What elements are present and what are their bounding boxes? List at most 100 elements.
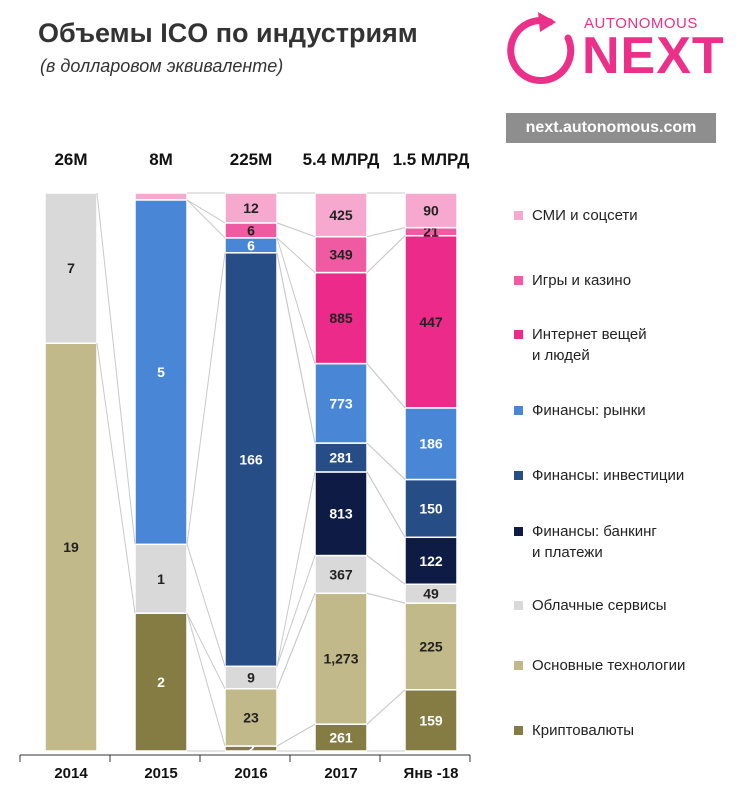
legend-item: Интернет вещей и людей [514, 324, 732, 366]
bar-segment [314, 471, 368, 557]
bar-segment [404, 689, 458, 752]
connector-line [186, 544, 226, 667]
connector-line [366, 442, 406, 480]
data-label: 90 [423, 202, 439, 218]
bar-segment [224, 252, 278, 668]
circular-arrow-icon [507, 12, 575, 85]
legend-item: Основные технологии [514, 655, 732, 676]
data-label: 281 [329, 450, 353, 466]
data-label: 7 [67, 260, 75, 276]
x-tick-label: Янв -18 [404, 765, 459, 782]
connector-line [276, 471, 316, 667]
data-label: 122 [419, 553, 443, 569]
legend-label: СМИ и соцсети [532, 207, 638, 224]
bar-segment [314, 362, 368, 444]
legend-swatch [514, 276, 523, 285]
connector-line [186, 199, 226, 239]
connector-line [276, 593, 316, 689]
data-label: 19 [63, 539, 79, 555]
bar-segment [404, 407, 458, 481]
connector-line [276, 237, 316, 273]
bar-segment [44, 342, 98, 752]
connector-line [96, 192, 136, 545]
data-label: 5 [157, 364, 165, 380]
bar-segment [404, 192, 458, 229]
legend-swatch [514, 527, 523, 536]
data-label: 447 [419, 314, 443, 330]
legend-swatch [514, 471, 523, 480]
legend-item: СМИ и соцсети [514, 205, 732, 226]
legend-label: Финансы: рынки [532, 402, 646, 419]
legend-swatch [514, 211, 523, 220]
connector-line [276, 723, 316, 747]
legend-item: Финансы: рынки [514, 400, 732, 421]
chart-title: Объемы ICO по индустриям [38, 18, 418, 48]
x-tick-label: 2014 [54, 765, 88, 782]
data-label: 2 [157, 674, 165, 690]
legend-swatch [514, 726, 523, 735]
connector-line [366, 592, 406, 604]
bar-segment [134, 199, 188, 546]
data-label: 773 [329, 395, 353, 411]
connector-line [96, 343, 136, 614]
connector-line [186, 199, 226, 224]
legend-item: Криптовалюты [514, 720, 732, 741]
bar-segment [134, 192, 188, 201]
connector-line [276, 237, 316, 364]
bar-segment [314, 723, 368, 752]
legend-label: Игры и казино [532, 272, 632, 289]
bar-total-label: 225M [230, 150, 273, 169]
bar-segment [404, 478, 458, 539]
connector-line [366, 471, 406, 538]
connector-line [366, 235, 406, 273]
bar-segment [314, 235, 368, 274]
legend-item: Облачные сервисы [514, 595, 732, 616]
connector-line [186, 612, 226, 689]
legend-item: Финансы: банкинг и платежи [514, 521, 732, 563]
bar-segment [404, 602, 458, 691]
brand-url[interactable]: next.autonomous.com [506, 113, 716, 143]
connector-line [186, 252, 226, 545]
data-label: 2 [247, 741, 255, 757]
legend-item: Финансы: инвестиции [514, 465, 732, 486]
chart-subtitle: (в долларовом эквиваленте) [40, 56, 284, 76]
data-label: 186 [419, 436, 443, 452]
connector-line [276, 252, 316, 444]
connector-line [366, 689, 406, 725]
bar-segment [44, 192, 98, 344]
data-label: 6 [247, 237, 255, 253]
bar-segment [314, 554, 368, 595]
brand-logo-small-text: AUTONOMOUS [584, 15, 698, 32]
data-label: 166 [239, 452, 263, 468]
data-label: 9 [247, 670, 255, 686]
data-label: 1,273 [323, 651, 358, 667]
data-label: 159 [419, 712, 443, 728]
bar-total-label: 8M [149, 150, 173, 169]
data-label: 813 [329, 506, 353, 522]
data-label: 885 [329, 310, 353, 326]
data-label: 367 [329, 566, 353, 582]
bar-total-label: 1.5 МЛРД [393, 150, 470, 169]
connector-line [276, 555, 316, 667]
data-label: 1 [157, 571, 165, 587]
bar-segment [314, 442, 368, 473]
bar-segment [224, 687, 278, 747]
legend-swatch [514, 330, 523, 339]
bar-segment [314, 192, 368, 238]
data-label: 225 [419, 638, 443, 654]
connector-line [366, 363, 406, 409]
data-label: 49 [423, 586, 439, 602]
bar-total-label: 26M [54, 150, 87, 169]
data-label: 12 [243, 200, 259, 216]
brand-logo-big-text: NEXT [582, 27, 725, 85]
legend-item: Игры и казино [514, 270, 732, 291]
x-tick-label: 2017 [324, 765, 357, 782]
data-label: 261 [329, 730, 353, 746]
legend-label: Финансы: инвестиции [532, 467, 685, 484]
legend-label: Криптовалюты [532, 722, 635, 739]
data-label: 349 [329, 247, 353, 263]
x-tick-label: 2015 [144, 765, 177, 782]
brand-logo [500, 8, 720, 93]
bar-segment [404, 536, 458, 586]
bar-total-label: 5.4 МЛРД [303, 150, 380, 169]
